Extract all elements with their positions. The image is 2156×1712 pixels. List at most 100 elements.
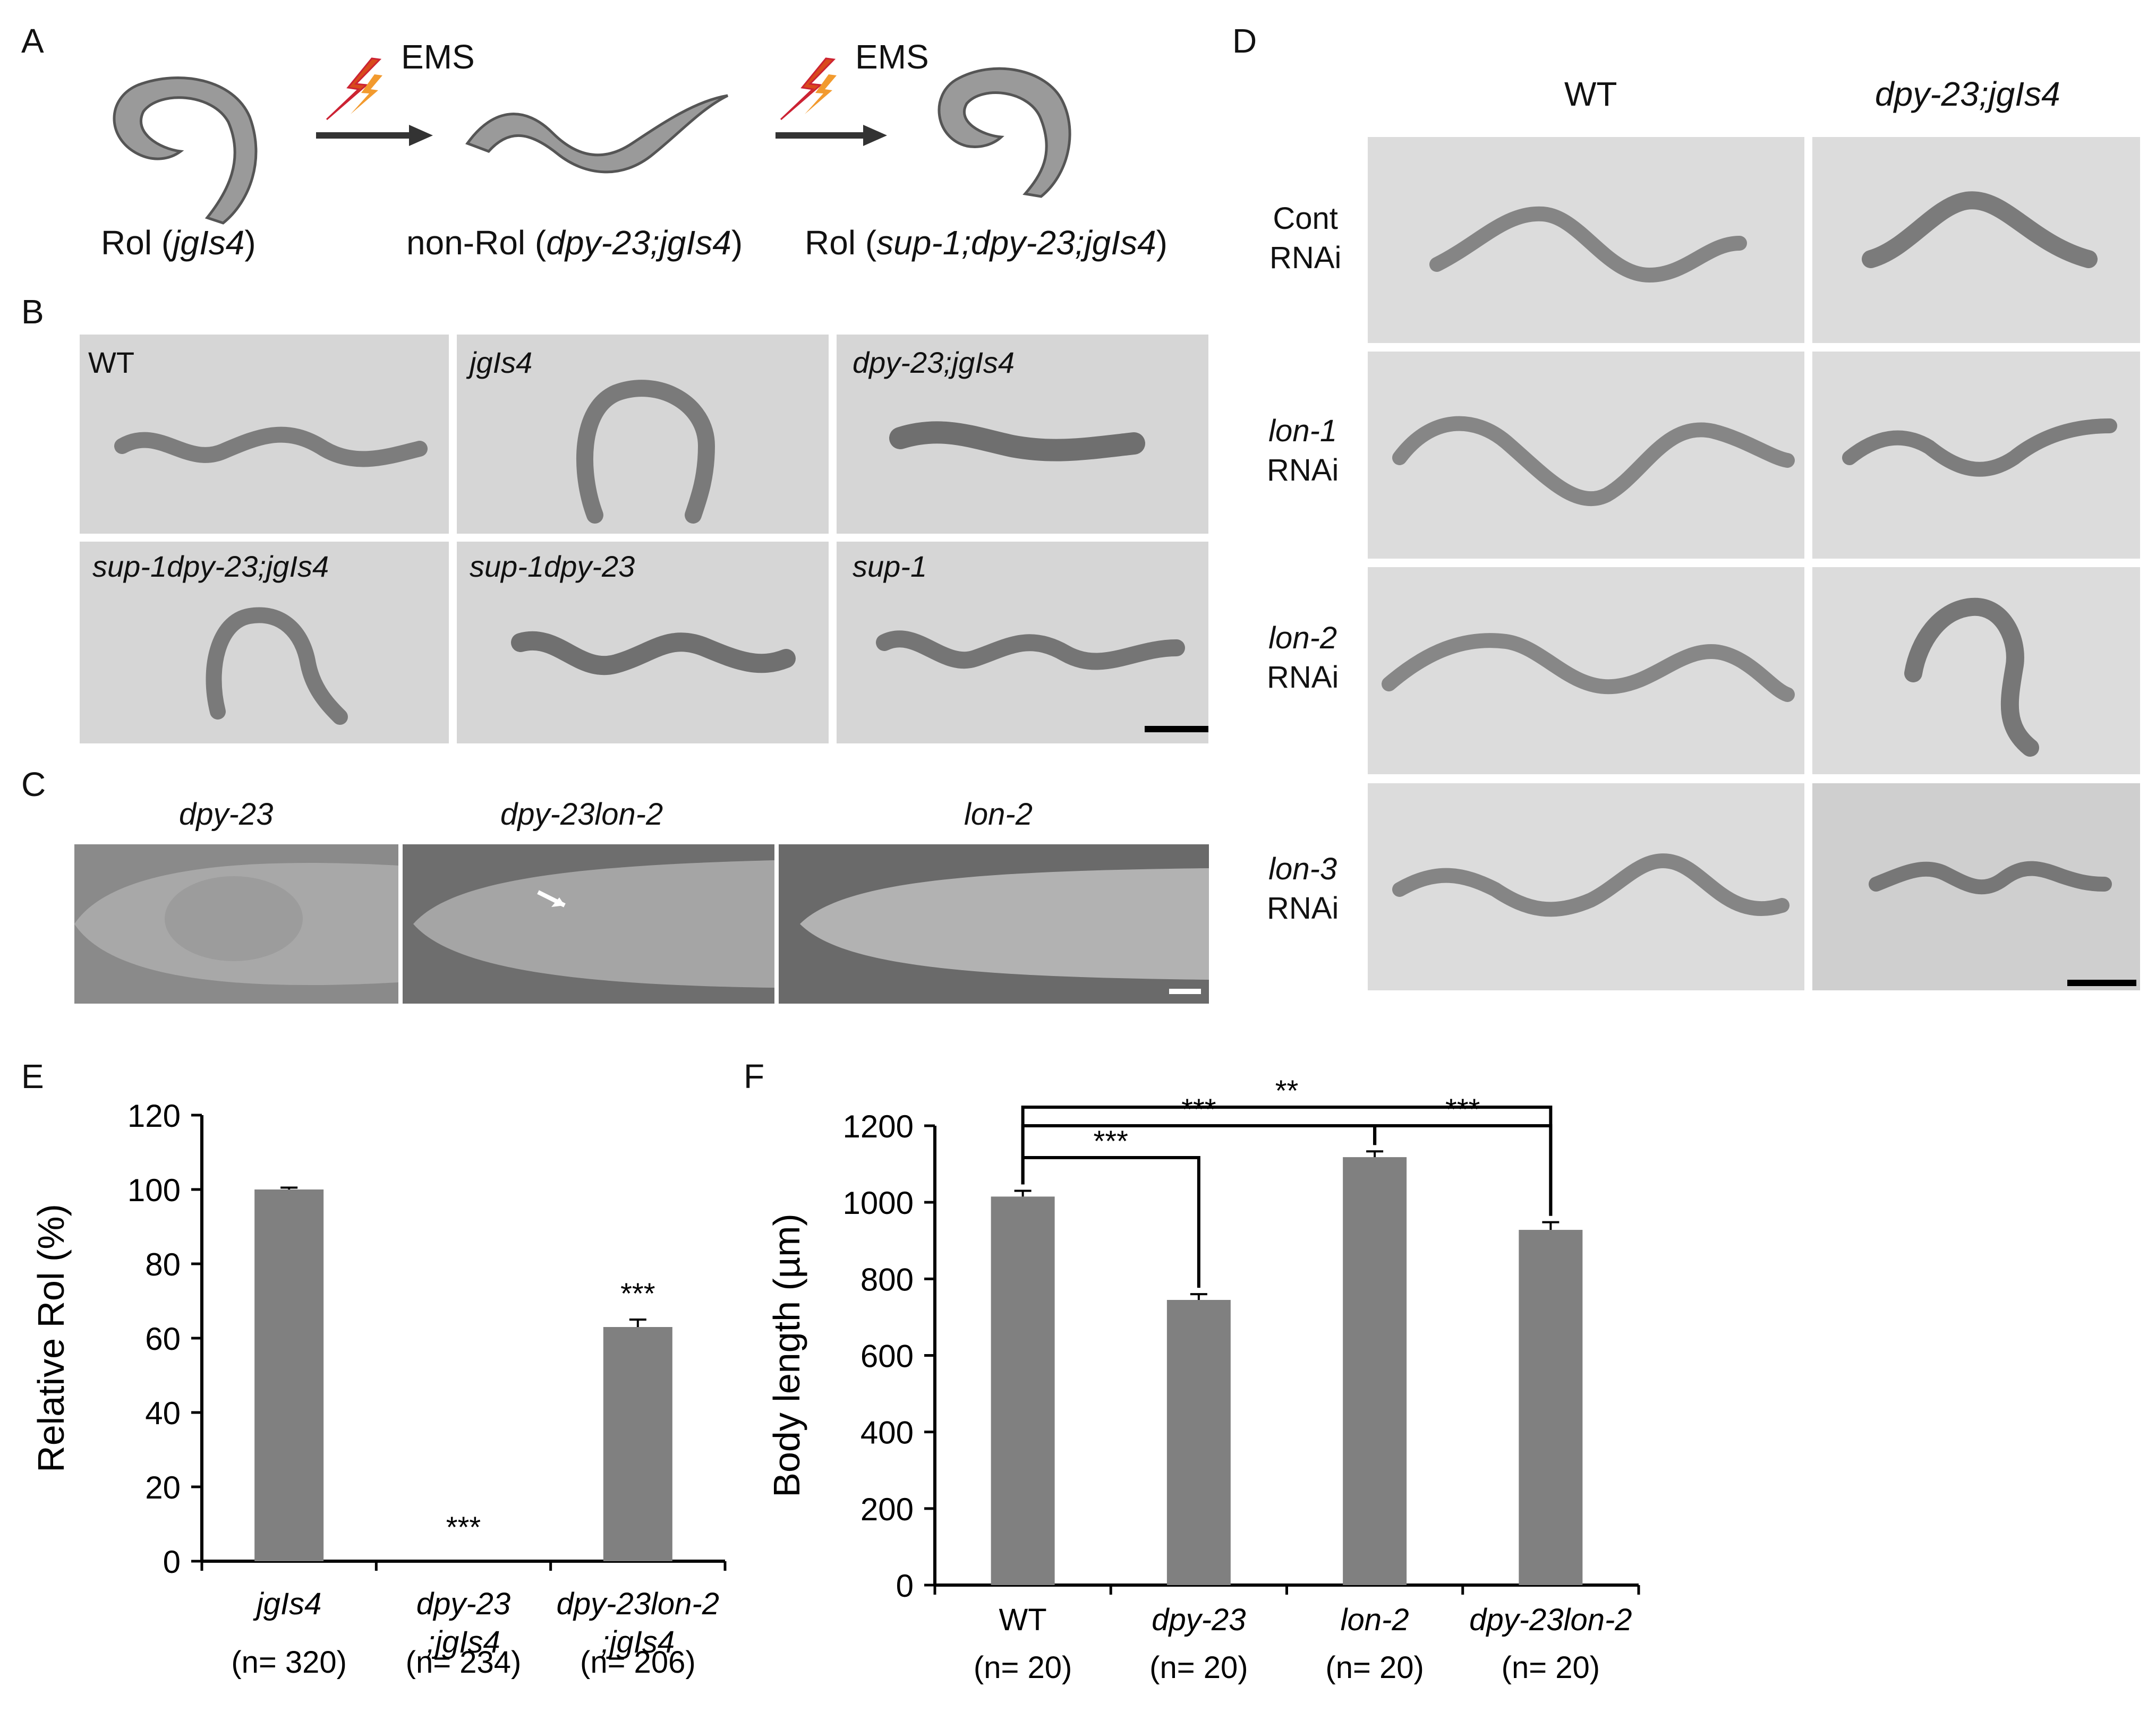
- scale-bar: [2067, 980, 2136, 986]
- tile-label: sup-1: [853, 550, 927, 583]
- rnai-mut-lon2: [1812, 567, 2140, 774]
- significance-label: ***: [1094, 1124, 1128, 1158]
- y-tick-label: 1200: [843, 1109, 914, 1144]
- dic-lon2: [779, 844, 1209, 1004]
- tile-label: dpy-23;jgIs4: [853, 346, 1015, 379]
- x-tick-label: dpy-23lon-2: [1469, 1603, 1632, 1637]
- panel-a-schematic: [113, 57, 1071, 225]
- row-label-lon1: lon-1 RNAi: [1267, 414, 1339, 487]
- scale-bar: [1169, 989, 1201, 994]
- panel-d-letter: D: [1232, 22, 1257, 60]
- mutagen-label-2: EMS: [855, 38, 929, 76]
- lightning-icon-1: [326, 57, 382, 121]
- panel-c-label-2: dpy-23lon-2: [500, 797, 663, 832]
- rnai-wt-cont: [1368, 137, 1804, 343]
- col-label-wt: WT: [1564, 75, 1617, 113]
- bar: [1343, 1157, 1407, 1585]
- significance-label: **: [1275, 1074, 1299, 1107]
- bar: [254, 1189, 324, 1561]
- row-label-lon2: lon-2 RNAi: [1267, 621, 1339, 695]
- tile-label: sup-1dpy-23;jgIs4: [92, 550, 329, 583]
- x-tick-label: WT: [999, 1603, 1047, 1637]
- y-tick-label: 20: [145, 1470, 181, 1505]
- y-tick-label: 600: [860, 1339, 914, 1374]
- row-label-cont: Cont RNAi: [1269, 201, 1342, 275]
- tile-label: sup-1dpy-23: [470, 550, 635, 583]
- x-tick-label-line2: ;jgIs4: [427, 1625, 500, 1659]
- sample-size-label: (n= 320): [231, 1645, 347, 1680]
- panel-b-letter: B: [21, 293, 44, 331]
- row-label-lon3: lon-3 RNAi: [1267, 852, 1339, 926]
- stage-2-caption: non-Rol (dpy-23;jgIs4): [406, 224, 743, 262]
- panel-c-label-3: lon-2: [964, 797, 1033, 832]
- tile-label: jgIs4: [470, 346, 533, 379]
- significance-label: ***: [620, 1277, 655, 1310]
- significance-label: ***: [446, 1510, 481, 1544]
- scale-bar: [1145, 726, 1208, 732]
- micrograph-dpy23-jgis4: dpy-23;jgIs4: [837, 335, 1208, 534]
- y-tick-label: 0: [163, 1544, 181, 1580]
- y-tick-label: 200: [860, 1492, 914, 1527]
- arrow-icon: [551, 897, 565, 907]
- col-label-mutant: dpy-23;jgIs4: [1875, 75, 2060, 113]
- panel-c-label-1: dpy-23: [179, 797, 274, 832]
- x-tick-label: jgIs4: [253, 1587, 322, 1621]
- stage-1-caption: Rol (jgIs4): [101, 224, 256, 262]
- bar: [1519, 1230, 1583, 1585]
- panel-a-letter: A: [21, 22, 44, 60]
- rnai-mut-cont: [1812, 137, 2140, 343]
- panel-f-letter: F: [744, 1057, 765, 1095]
- dic-dpy23: [74, 844, 398, 1004]
- panel-c-letter: C: [21, 765, 46, 803]
- micrograph-jgis4: jgIs4: [457, 335, 829, 534]
- significance-label: ***: [1181, 1092, 1216, 1126]
- x-tick-label: dpy-23: [1152, 1603, 1246, 1637]
- y-axis-label: Relative Rol (%): [30, 1204, 72, 1473]
- y-tick-label: 80: [145, 1247, 181, 1282]
- y-tick-label: 60: [145, 1321, 181, 1357]
- panel-e-letter: E: [21, 1057, 44, 1095]
- micrograph-sup1-dpy23: sup-1dpy-23: [457, 542, 829, 743]
- sample-size-label: (n= 20): [1325, 1650, 1424, 1685]
- micrograph-sup1: sup-1: [837, 542, 1208, 743]
- rnai-wt-lon1: [1368, 352, 1804, 559]
- x-tick-label: lon-2: [1341, 1603, 1409, 1637]
- rnai-wt-lon3: [1368, 783, 1804, 990]
- worm-rol-3: [938, 67, 1071, 198]
- y-tick-label: 100: [127, 1172, 181, 1208]
- y-tick-label: 120: [127, 1098, 181, 1134]
- dic-dpy23-lon2: [403, 844, 774, 1004]
- mutagen-label-1: EMS: [401, 38, 475, 76]
- rnai-wt-lon2: [1368, 567, 1804, 774]
- significance-label: ***: [1445, 1092, 1480, 1126]
- stage-3-caption: Rol (sup-1;dpy-23;jgIs4): [805, 224, 1168, 262]
- y-axis-label: Body length (µm): [766, 1213, 807, 1497]
- y-tick-label: 0: [896, 1568, 914, 1604]
- bar: [991, 1196, 1055, 1585]
- bar: [603, 1327, 672, 1561]
- significance-bracket: [1021, 1106, 1553, 1216]
- x-tick-label: dpy-23lon-2: [557, 1587, 719, 1621]
- tile-label: WT: [88, 346, 135, 379]
- rnai-mut-lon1: [1812, 352, 2140, 559]
- rnai-mut-lon3: [1812, 783, 2140, 990]
- sample-size-label: (n= 20): [1149, 1650, 1248, 1685]
- lightning-icon-2: [780, 57, 836, 121]
- worm-nonrol: [465, 94, 729, 174]
- y-tick-label: 400: [860, 1415, 914, 1451]
- chart-f-body-length: 0 200 400 600 800 1000 1200 Body length (µm) WT (…: [766, 1074, 1640, 1685]
- sample-size-label: (n= 20): [1502, 1650, 1600, 1685]
- sample-size-label: (n= 234): [406, 1645, 522, 1680]
- worm-rol-1: [113, 76, 258, 225]
- micrograph-sup1-dpy23-jgis4: sup-1dpy-23;jgIs4: [80, 542, 449, 743]
- sample-size-label: (n= 20): [974, 1650, 1072, 1685]
- x-tick-label: dpy-23: [416, 1587, 510, 1621]
- x-tick-label-line2: ;jgIs4: [601, 1625, 675, 1659]
- chart-e-relative-rol: 0 20 40 60 80 100 120 Relative Rol (%) jgIs4 (n= …: [30, 1098, 727, 1680]
- y-tick-label: 40: [145, 1396, 181, 1431]
- sample-size-label: (n= 206): [580, 1645, 696, 1680]
- y-tick-label: 800: [860, 1262, 914, 1297]
- y-tick-label: 1000: [843, 1185, 914, 1221]
- micrograph-wt: WT: [80, 335, 449, 534]
- bar: [1166, 1299, 1231, 1585]
